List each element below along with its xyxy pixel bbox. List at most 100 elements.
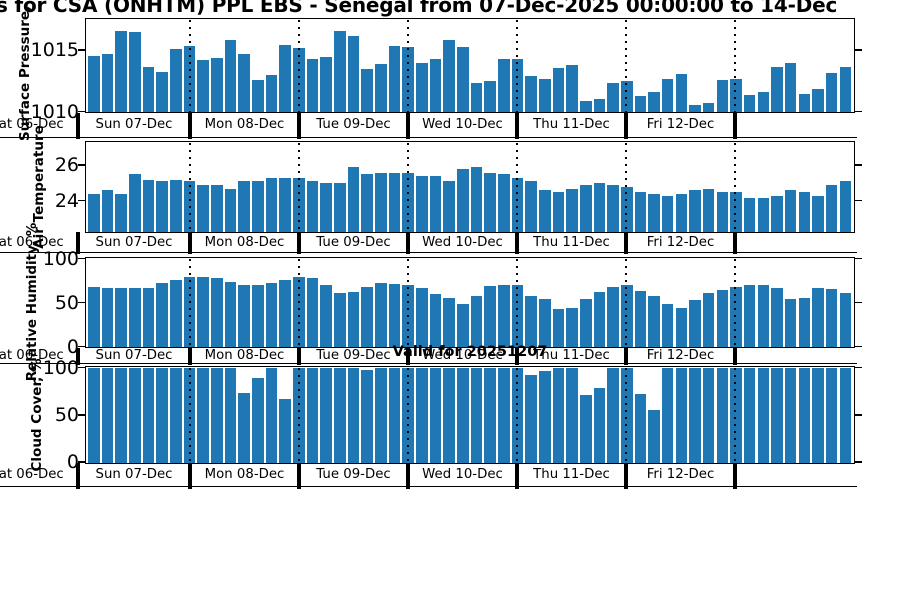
y-tick — [78, 366, 85, 369]
day-gridline — [734, 142, 736, 231]
humidity-plot — [85, 257, 855, 348]
cloud-cover-bar — [347, 368, 360, 463]
temperature-bar — [88, 193, 100, 232]
temperature-bar — [716, 192, 729, 232]
y-tick — [855, 413, 862, 416]
y-tick — [855, 49, 862, 51]
temperature-bar — [525, 181, 537, 232]
humidity-bar — [825, 288, 838, 347]
y-tick — [78, 413, 85, 416]
humidity-bar — [743, 284, 756, 347]
humidity-bar — [388, 283, 401, 347]
pressure-bar — [334, 31, 346, 112]
cloud-cover-bar — [825, 368, 838, 463]
humidity-bar — [211, 278, 223, 347]
day-gridline — [189, 367, 191, 462]
pressure-bar — [170, 49, 182, 112]
day-separator — [732, 463, 738, 489]
day-gridline — [516, 258, 518, 347]
cloud-cover-bar — [812, 368, 824, 463]
day-gridline — [189, 258, 191, 347]
pressure-bar — [197, 60, 209, 112]
y-tick — [78, 257, 85, 260]
pressure-bar — [361, 69, 373, 112]
temperature-bar — [757, 197, 770, 232]
day-gridline — [407, 142, 409, 231]
day-label: Fri 12-Dec — [646, 347, 715, 363]
temperature-bar — [607, 185, 619, 232]
day-label: Mon 08-Dec — [204, 347, 285, 363]
humidity-bar — [784, 299, 797, 347]
cloud-cover-bar — [730, 368, 742, 463]
day-separator — [296, 232, 302, 254]
day-label: Fri 12-Dec — [646, 117, 715, 133]
y-tick — [855, 164, 862, 166]
day-gridline — [734, 258, 736, 347]
humidity-bar — [716, 289, 729, 347]
temperature-bar — [238, 181, 250, 232]
day-separator — [75, 112, 81, 139]
pressure-bar — [279, 44, 291, 112]
cloud-cover-bar — [115, 368, 127, 463]
temperature-bar — [566, 188, 578, 232]
day-label: Wed 10-Dec — [422, 117, 503, 133]
day-gridline — [625, 142, 627, 231]
cloud-cover-bar — [716, 368, 729, 463]
cloud-cover-bar — [238, 392, 250, 463]
day-label: Wed 10-Dec — [422, 234, 503, 250]
cloud-cover-bar — [170, 368, 182, 463]
day-separator — [75, 463, 81, 489]
temperature-bar — [279, 177, 291, 232]
temperature-bar — [129, 174, 141, 232]
cloud-cover-bar — [156, 368, 168, 463]
humidity-bar — [88, 287, 100, 347]
y-tick-label: 1015 — [30, 39, 79, 62]
pressure-bar — [716, 80, 729, 112]
pressure-bar — [498, 59, 510, 112]
pressure-bar — [580, 100, 592, 112]
pressure-bar — [484, 81, 496, 112]
humidity-bar — [306, 278, 319, 347]
y-tick — [78, 301, 85, 304]
day-gridline — [298, 142, 300, 231]
pressure-bar — [634, 96, 647, 112]
pressure-bar — [648, 92, 660, 112]
temperature-bar — [170, 179, 182, 232]
day-label: Wed 10-Dec — [422, 467, 503, 483]
temperature-plot — [85, 141, 855, 233]
temperature-bar — [689, 190, 701, 232]
pressure-bar — [429, 59, 442, 112]
cloud-cover-plot — [85, 366, 855, 464]
cloud-cover-bar — [634, 394, 647, 463]
cloud-cover-bar — [552, 368, 565, 463]
day-label: Sat 06-Dec — [0, 347, 64, 363]
pressure-bar — [388, 45, 401, 112]
day-separator — [75, 347, 81, 365]
humidity-bar — [129, 288, 141, 347]
pressure-bar — [607, 82, 619, 112]
day-label: Thu 11-Dec — [533, 347, 610, 363]
y-tick — [78, 461, 85, 463]
pressure-bar — [566, 65, 578, 112]
y-tick-label: 100 — [42, 247, 79, 270]
cloud-cover-bar — [279, 399, 291, 463]
y-tick — [855, 461, 862, 463]
temperature-bar — [115, 193, 127, 232]
humidity-bar — [757, 284, 770, 347]
day-gridline — [298, 19, 300, 112]
cloud-cover-bar — [224, 368, 237, 463]
day-gridline — [189, 19, 191, 112]
cloud-cover-bar — [839, 368, 852, 463]
day-separator — [75, 232, 81, 254]
day-separator — [623, 112, 629, 139]
temperature-bar — [743, 197, 756, 232]
humidity-bar — [607, 287, 619, 347]
humidity-bar — [539, 299, 551, 347]
day-label: Sun 07-Dec — [95, 117, 173, 133]
pressure-bar — [539, 78, 551, 112]
pressure-bar — [689, 104, 701, 112]
temperature-bar — [457, 168, 469, 232]
cloud-cover-bar — [484, 368, 496, 463]
day-separator — [514, 463, 520, 489]
valid-for-annotation: Valid for 20251207 — [392, 344, 548, 360]
